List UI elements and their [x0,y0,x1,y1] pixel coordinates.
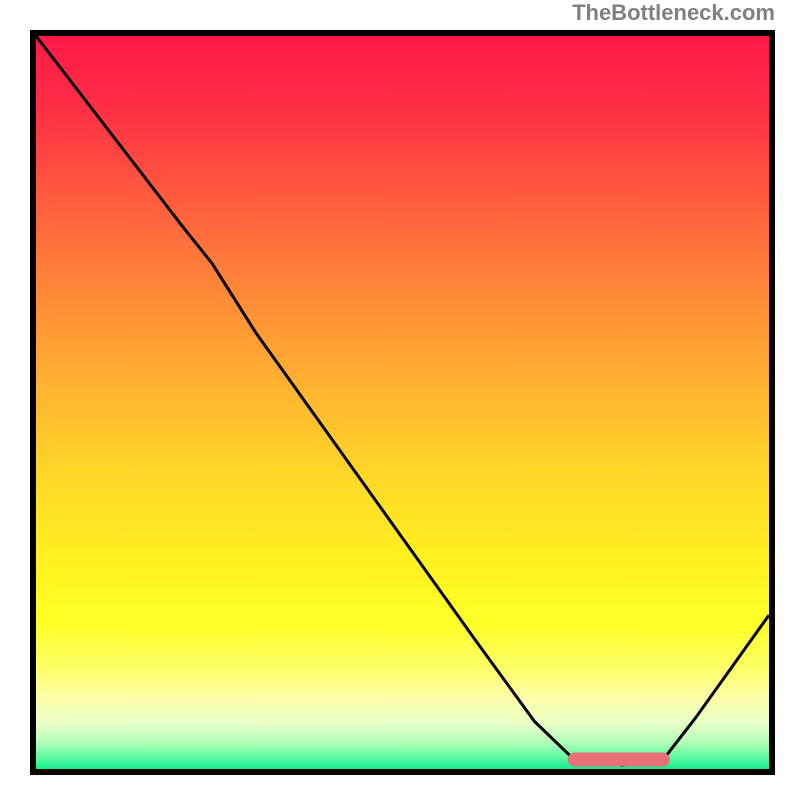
gradient-background [33,33,772,772]
bottleneck-chart [0,0,800,800]
chart-container: TheBottleneck.com [0,0,800,800]
attribution-text: TheBottleneck.com [572,0,775,26]
